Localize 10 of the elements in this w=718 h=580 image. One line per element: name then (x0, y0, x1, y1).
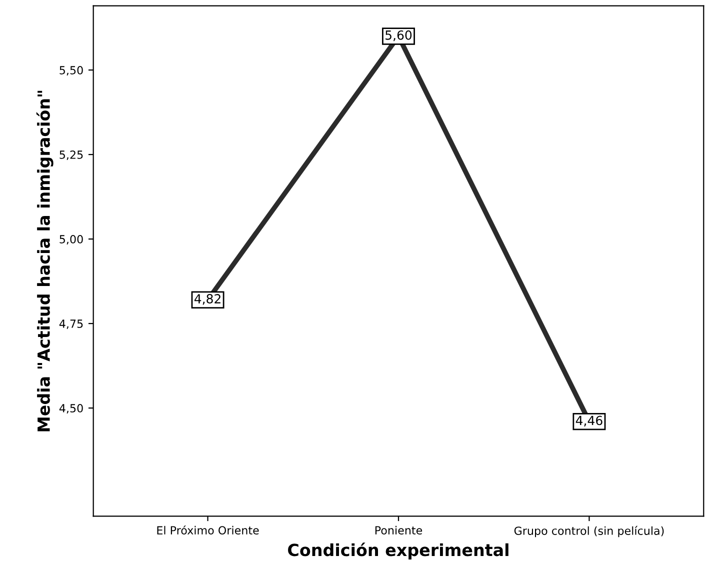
y-tick-label: 5,50 (60, 66, 83, 76)
x-tick-label: Grupo control (sin película) (514, 526, 664, 538)
y-tick-label: 4,50 (59, 404, 83, 414)
x-axis-title: Condición experimental (288, 542, 508, 560)
y-tick-label: 5,25 (60, 150, 83, 160)
y-axis-title: Media "Actitud hacia la inmigración" (36, 90, 54, 432)
x-tick-label: Poniente (375, 526, 422, 535)
x-tick-label: El Próximo Oriente (157, 525, 259, 535)
y-tick-label: 5,00 (60, 235, 83, 245)
y-tick-label: 4,75 (59, 320, 83, 330)
